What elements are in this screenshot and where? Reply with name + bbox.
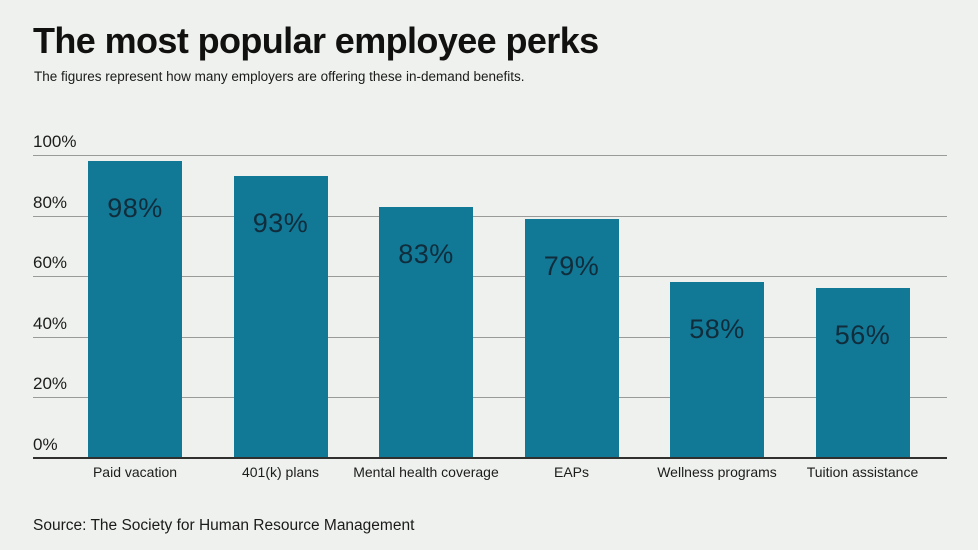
category-label: 401(k) plans <box>241 464 320 480</box>
gridline-20 <box>33 397 947 399</box>
bar-value-label: 98% <box>107 193 163 224</box>
x-axis-baseline <box>33 457 947 459</box>
gridline-60 <box>33 276 947 278</box>
bar-value-label: 83% <box>398 238 454 269</box>
category-label: EAPs <box>553 464 589 480</box>
page-subtitle: The figures represent how many employers… <box>34 69 525 84</box>
category-label: Paid vacation <box>92 464 178 480</box>
y-tick-label: 80% <box>33 192 68 212</box>
y-tick-label: 60% <box>33 253 68 273</box>
gridline-40 <box>33 336 947 338</box>
bar-paid-vacation: 98% <box>88 161 182 458</box>
bar-mental-health-coverage: 83% <box>379 206 473 458</box>
category-label: Wellness programs <box>657 464 777 480</box>
source-attribution: Source: The Society for Human Resource M… <box>33 517 415 534</box>
bar-wellness-programs: 58% <box>670 282 764 458</box>
y-tick-label: 0% <box>33 435 58 454</box>
page-title: The most popular employee perks <box>33 20 599 61</box>
bar-eaps: 79% <box>524 218 619 458</box>
bar-401k-plans: 93% <box>233 176 328 458</box>
y-tick-label: 20% <box>33 374 68 394</box>
bar-value-label: 93% <box>252 208 309 239</box>
category-label: Tuition assistance <box>806 464 919 480</box>
gridline-80 <box>33 215 947 217</box>
category-label: Mental health coverage <box>353 464 499 480</box>
y-tick-label: 40% <box>33 313 68 333</box>
gridline-100 <box>33 155 947 156</box>
bar-value-label: 56% <box>834 320 891 351</box>
bar-value-label: 58% <box>689 314 745 345</box>
bar-value-label: 79% <box>543 250 600 281</box>
y-tick-label: 100% <box>33 132 77 151</box>
bar-tuition-assistance: 56% <box>815 288 910 458</box>
